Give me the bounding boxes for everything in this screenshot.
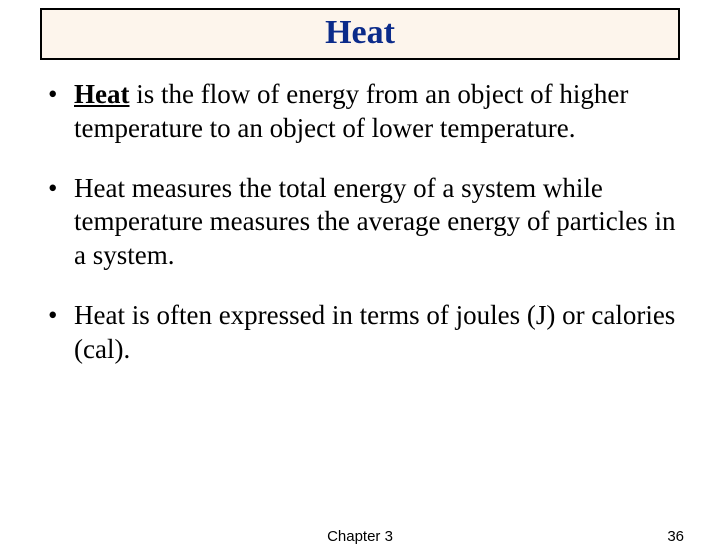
slide-title: Heat — [42, 14, 678, 52]
term-heat: Heat — [74, 79, 129, 109]
footer-page-number: 36 — [667, 528, 684, 545]
bullet-item: Heat is the flow of energy from an objec… — [40, 78, 680, 146]
title-box: Heat — [40, 8, 680, 60]
bullet-text: Heat measures the total energy of a syst… — [74, 173, 675, 271]
slide-content: Heat is the flow of energy from an objec… — [0, 60, 720, 366]
bullet-list: Heat is the flow of energy from an objec… — [40, 78, 680, 366]
footer-chapter: Chapter 3 — [327, 528, 393, 545]
bullet-text: is the flow of energy from an object of … — [74, 79, 628, 143]
bullet-text: Heat is often expressed in terms of joul… — [74, 300, 675, 364]
bullet-item: Heat measures the total energy of a syst… — [40, 172, 680, 273]
bullet-item: Heat is often expressed in terms of joul… — [40, 299, 680, 367]
